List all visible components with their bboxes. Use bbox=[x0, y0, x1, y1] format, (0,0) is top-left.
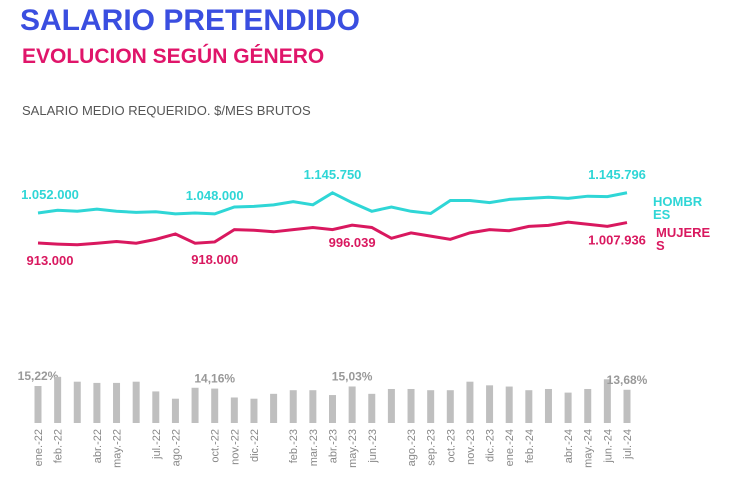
bar bbox=[309, 390, 317, 423]
bar bbox=[525, 390, 533, 423]
bar bbox=[270, 393, 278, 423]
x-tick-label: may.-23 bbox=[347, 429, 359, 468]
bar bbox=[289, 390, 297, 423]
bar bbox=[407, 388, 415, 423]
bar bbox=[93, 382, 101, 423]
x-tick-label: feb.-22 bbox=[53, 429, 65, 463]
x-tick-label: oct.-22 bbox=[210, 429, 222, 463]
bar bbox=[54, 376, 62, 423]
legend-entry: MUJERES bbox=[656, 225, 711, 253]
bar bbox=[329, 395, 336, 423]
data-label: 15,22% bbox=[18, 369, 59, 383]
x-tick-label: feb.-23 bbox=[288, 429, 300, 463]
chart-subtitle: EVOLUCION SEGÚN GÉNERO bbox=[22, 44, 324, 68]
data-label: 1.007.936 bbox=[588, 233, 646, 248]
bar bbox=[348, 386, 356, 423]
bar bbox=[73, 381, 81, 423]
line bbox=[37, 191, 628, 216]
x-tick-label: abr.-24 bbox=[563, 429, 575, 463]
x-tick-label: oct.-23 bbox=[445, 429, 457, 463]
x-tick-label: abr.-22 bbox=[92, 429, 104, 463]
data-label: 1.048.000 bbox=[186, 188, 244, 203]
x-tick-label: abr.-23 bbox=[328, 429, 340, 463]
x-tick-label: dic.-22 bbox=[249, 429, 261, 462]
x-tick-label: nov.-23 bbox=[465, 429, 477, 465]
bar bbox=[446, 390, 454, 423]
data-label: 13,68% bbox=[607, 373, 648, 387]
x-tick-label: may.-22 bbox=[112, 429, 124, 468]
bar bbox=[564, 392, 572, 423]
bar bbox=[211, 388, 219, 423]
bar bbox=[466, 381, 474, 423]
bar bbox=[427, 390, 435, 423]
x-tick-label: nov.-22 bbox=[229, 429, 241, 465]
data-label: 913.000 bbox=[27, 253, 74, 268]
x-tick-label: ago.-22 bbox=[170, 429, 182, 466]
x-tick-label: jun.-23 bbox=[367, 429, 379, 464]
x-tick-label: mar.-23 bbox=[308, 429, 320, 466]
line bbox=[37, 220, 628, 247]
data-label: 14,16% bbox=[194, 372, 235, 386]
bar bbox=[191, 387, 199, 423]
x-tick-label: ene.-22 bbox=[33, 429, 45, 466]
bar bbox=[132, 381, 140, 423]
data-label: 996.039 bbox=[329, 235, 376, 250]
data-label: 1.052.000 bbox=[21, 187, 79, 202]
bar bbox=[486, 385, 494, 423]
data-label: 1.145.750 bbox=[304, 167, 362, 182]
data-label: 15,03% bbox=[332, 369, 373, 383]
x-tick-label: may.-24 bbox=[583, 429, 595, 468]
bar bbox=[34, 386, 42, 423]
bar bbox=[387, 388, 395, 423]
data-label: 918.000 bbox=[191, 252, 238, 267]
bar bbox=[152, 391, 160, 423]
bar bbox=[505, 386, 513, 423]
bar bbox=[544, 388, 552, 423]
bar bbox=[171, 398, 179, 423]
bar bbox=[603, 379, 611, 423]
bar bbox=[113, 382, 121, 423]
x-tick-label: sep.-23 bbox=[426, 429, 438, 466]
bar bbox=[584, 388, 592, 423]
chart-title: SALARIO PRETENDIDO bbox=[20, 4, 360, 37]
x-tick-label: ago.-23 bbox=[406, 429, 418, 466]
x-tick-label: ene.-24 bbox=[504, 429, 516, 466]
x-tick-label: jul.-22 bbox=[151, 429, 163, 460]
bar bbox=[250, 398, 258, 423]
x-tick-label: dic.-23 bbox=[485, 429, 497, 462]
y-axis-label: SALARIO MEDIO REQUERIDO. $/MES BRUTOS bbox=[22, 103, 311, 118]
data-label: 1.145.796 bbox=[588, 167, 646, 182]
x-tick-label: jun.-24 bbox=[602, 429, 614, 464]
bar bbox=[368, 393, 376, 423]
bar bbox=[623, 389, 631, 423]
x-tick-label: feb.-24 bbox=[524, 429, 536, 463]
bar bbox=[230, 397, 238, 423]
x-tick-label: jul.-24 bbox=[622, 429, 634, 460]
legend-entry: HOMBRES bbox=[653, 194, 703, 222]
